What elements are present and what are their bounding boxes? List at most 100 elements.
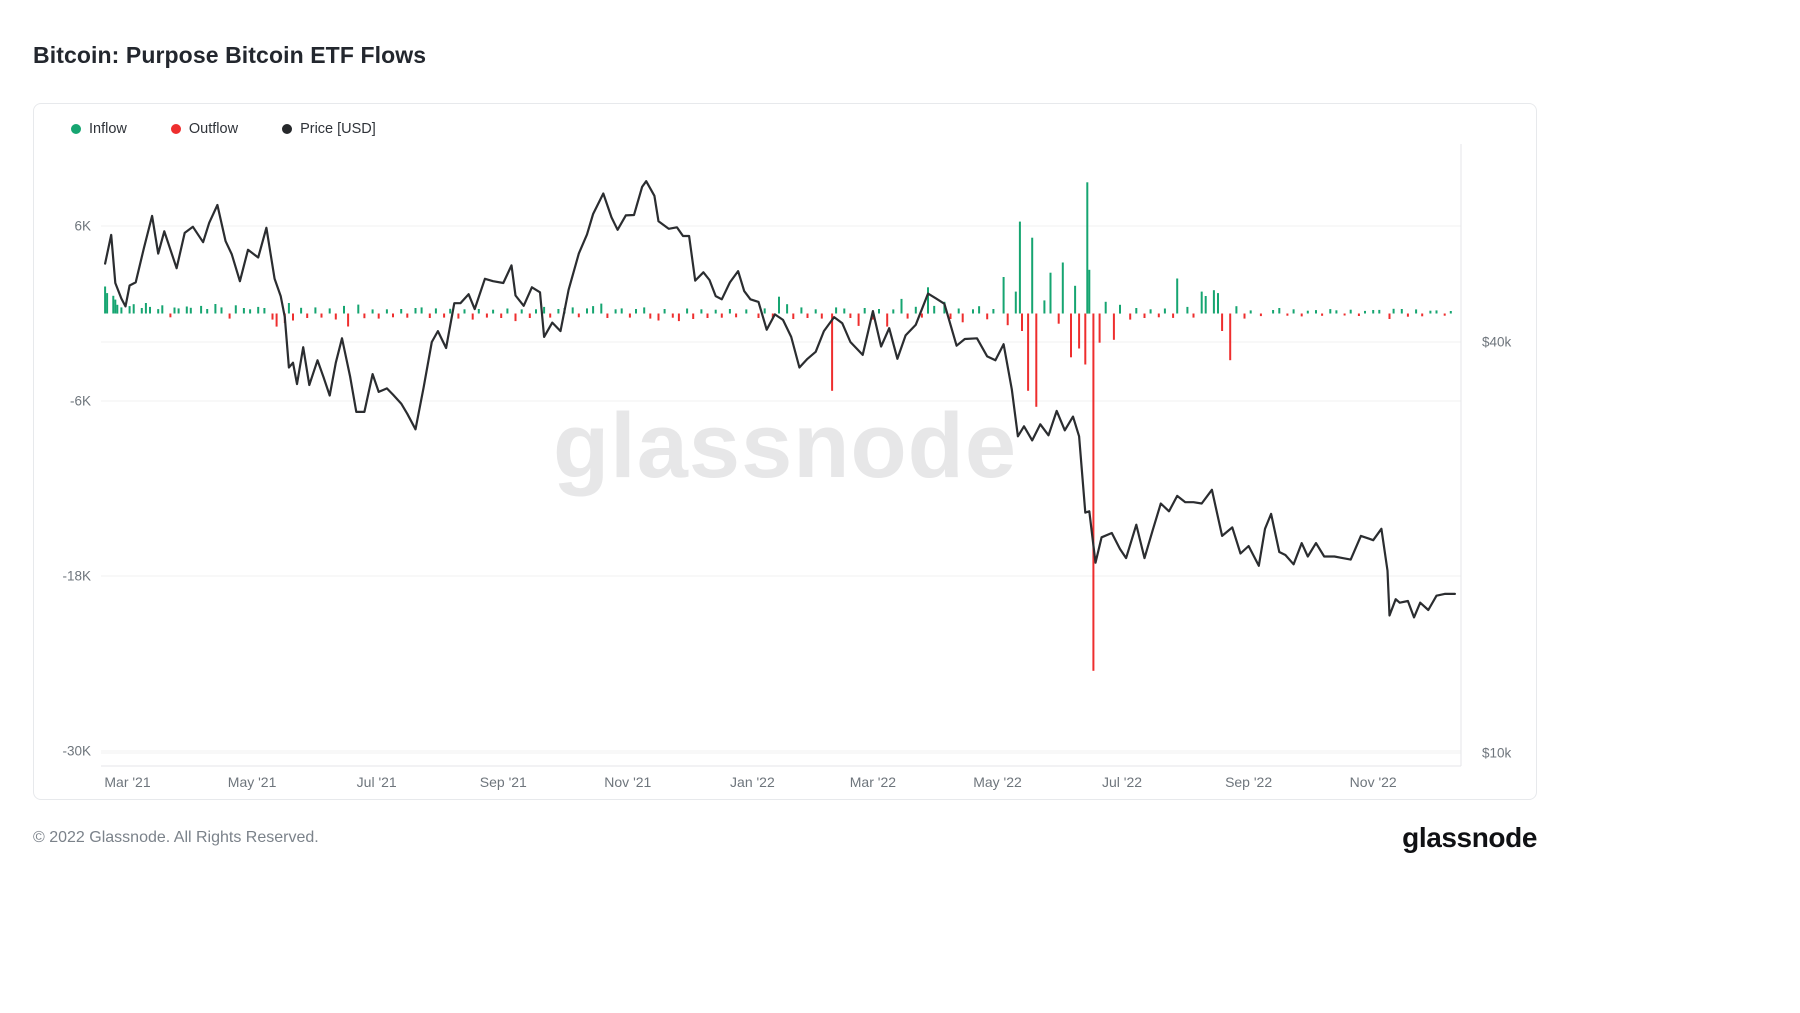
flow-bar: [649, 313, 652, 319]
flow-bar: [927, 287, 929, 314]
flow-bar: [1112, 313, 1115, 340]
flow-bar: [1421, 313, 1424, 317]
flow-bar: [392, 313, 394, 318]
flow-bar: [778, 296, 780, 314]
outflow-dot-icon: [170, 124, 181, 134]
flow-bar: [745, 309, 748, 314]
inflow-dot-icon: [71, 124, 81, 134]
flow-bar: [986, 313, 989, 320]
flow-bar: [586, 308, 588, 314]
flow-bar: [906, 313, 909, 319]
y-tick-label-left: -30K: [62, 744, 91, 759]
flow-bar: [485, 313, 488, 318]
flow-bar: [557, 309, 560, 314]
flow-bar: [886, 313, 889, 327]
flow-bar: [571, 307, 574, 314]
flow-bar: [220, 307, 223, 314]
flow-bar: [686, 308, 689, 314]
flow-bar: [132, 304, 135, 314]
flow-bar: [492, 309, 495, 314]
flow-bar: [206, 309, 209, 314]
flow-bar: [1157, 313, 1160, 318]
flow-bar: [757, 313, 760, 318]
glassnode-logo: glassnode: [1402, 822, 1537, 853]
flow-bar: [972, 309, 974, 314]
flow-bar: [275, 313, 278, 327]
flow-bar: [371, 309, 374, 314]
y-tick-label-right: $40k: [1482, 335, 1512, 350]
flow-bar: [1415, 309, 1418, 314]
flow-bar: [663, 309, 666, 314]
flow-bar: [763, 308, 766, 314]
flow-bar: [1084, 313, 1087, 365]
flow-bar: [1135, 308, 1138, 314]
flow-bar: [104, 286, 107, 314]
flow-bar: [771, 313, 774, 318]
flow-bar: [477, 309, 480, 314]
legend-item-inflow[interactable]: Inflow: [71, 121, 127, 137]
flow-bar: [140, 308, 143, 314]
flow-bar: [1006, 313, 1009, 326]
flow-bar: [914, 306, 917, 314]
flow-bar: [1400, 309, 1403, 314]
flow-bar: [177, 308, 180, 314]
flow-bar: [449, 308, 452, 314]
flow-bar: [1378, 309, 1381, 314]
flow-bar: [1435, 310, 1438, 314]
flow-bar: [1043, 300, 1046, 314]
x-tick-label: May '22: [973, 774, 1022, 790]
chart-legend: Inflow Outflow Price [USD]: [71, 121, 376, 137]
x-tick-label: Sep '21: [480, 774, 527, 790]
flow-bar: [1221, 313, 1224, 331]
flow-bar: [800, 307, 803, 314]
copyright-text: © 2022 Glassnode. All Rights Reserved.: [33, 829, 319, 846]
legend-label-price: Price [USD]: [300, 121, 376, 137]
page-title: Bitcoin: Purpose Bitcoin ETF Flows: [33, 42, 427, 68]
legend-item-outflow[interactable]: Outflow: [170, 121, 238, 137]
flow-bar: [720, 313, 723, 318]
flow-bar: [1031, 237, 1034, 314]
flow-bar: [961, 313, 964, 323]
flow-bar: [1217, 293, 1219, 314]
flow-bar: [306, 313, 309, 318]
flow-bar: [714, 309, 717, 314]
flow-bar: [400, 309, 403, 314]
y-tick-label-right: $10k: [1482, 746, 1512, 761]
flow-bar: [1392, 308, 1395, 314]
flow-bar: [635, 309, 637, 314]
flow-bar: [1212, 290, 1215, 314]
flow-bar: [1092, 313, 1095, 671]
flow-bar: [1243, 313, 1246, 319]
flow-bar: [933, 305, 936, 314]
y-tick-label-left: -18K: [62, 569, 91, 584]
flow-bar: [620, 308, 623, 314]
flow-bar: [1049, 272, 1052, 314]
flow-bar: [820, 313, 823, 319]
legend-item-price[interactable]: Price [USD]: [282, 121, 376, 137]
flow-bar: [328, 308, 331, 314]
flow-bar: [528, 313, 531, 318]
x-tick-label: Nov '22: [1350, 774, 1397, 790]
flow-bar: [843, 308, 846, 314]
flow-bar: [1388, 313, 1391, 319]
flow-bar: [1249, 310, 1252, 314]
flow-bar: [706, 313, 709, 318]
flow-bar: [214, 304, 217, 314]
flow-bar: [535, 309, 537, 314]
flow-bar: [1021, 313, 1023, 331]
price-line: [104, 180, 1456, 619]
x-tick-label: Sep '22: [1225, 774, 1272, 790]
legend-label-inflow: Inflow: [89, 121, 127, 137]
etf-flows-chart[interactable]: 6K -6K -18K -30K $40k $10k Mar '21 May '21 Jul '…: [34, 104, 1536, 799]
flow-bar: [728, 309, 731, 314]
flow-bar: [300, 307, 303, 314]
flow-bar: [1172, 313, 1175, 318]
flow-bar: [157, 309, 160, 314]
flow-bar: [1119, 304, 1121, 314]
flow-bar: [1163, 308, 1166, 314]
flow-bar: [128, 306, 131, 314]
flow-bar: [1149, 309, 1152, 314]
flow-bar: [120, 307, 123, 314]
flow-bar: [614, 309, 617, 314]
x-tick-label: Nov '21: [604, 774, 651, 790]
